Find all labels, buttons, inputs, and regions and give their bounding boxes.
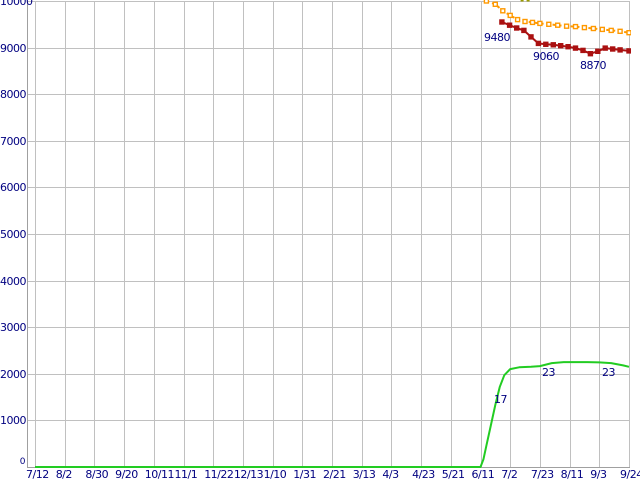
data-point-marker: [595, 48, 601, 54]
data-point-marker: [617, 28, 623, 34]
data-point-marker: [626, 48, 631, 54]
x-tick-label: 8/11: [560, 468, 584, 481]
x-tick-label: 1/10: [263, 468, 287, 481]
data-point-value-label: 9480: [484, 31, 511, 44]
data-point-marker: [500, 8, 506, 14]
x-tick-label: 2/21: [323, 468, 346, 481]
x-tick-label: 7/23: [530, 468, 554, 481]
x-tick-label: 6/11: [471, 468, 495, 481]
x-tick-label: 8/2: [55, 468, 73, 481]
data-point-marker: [529, 19, 536, 26]
data-point-marker: [499, 19, 505, 25]
x-tick-label: 3/13: [352, 468, 376, 481]
data-point-marker: [590, 25, 597, 32]
series-green-series: [35, 361, 630, 468]
y-tick-label: 7000: [0, 134, 27, 148]
y-tick-label: 4000: [0, 274, 27, 288]
data-point-marker: [550, 42, 556, 48]
data-point-marker: [608, 27, 614, 34]
data-point-marker: [514, 16, 521, 23]
y-tick-label: 2000: [0, 367, 27, 381]
y-tick-label: 9000: [0, 41, 27, 55]
data-point-marker: [507, 12, 513, 19]
x-tick-label: 4/3: [382, 468, 399, 481]
data-point-marker: [483, 0, 490, 4]
x-tick-label: 9/3: [590, 468, 607, 481]
data-point-marker: [535, 40, 542, 47]
data-point-value-label: 17: [494, 393, 508, 406]
data-point-marker: [580, 47, 586, 54]
data-point-marker: [546, 21, 552, 27]
data-point-marker: [617, 47, 623, 53]
grid-lines: [27, 1, 630, 468]
y-tick-label: 3000: [0, 321, 27, 335]
data-point-marker: [587, 51, 594, 57]
data-point-marker: [506, 22, 513, 28]
series-orange-series: [483, 0, 631, 36]
data-point-marker: [537, 20, 543, 27]
x-tick-label: 7/12: [26, 468, 49, 481]
data-point-marker: [581, 24, 588, 31]
data-point-value-label: 9060: [533, 50, 560, 63]
data-point-marker: [521, 27, 527, 34]
x-tick-label: 9/24: [620, 468, 640, 481]
data-point-marker: [610, 46, 616, 52]
data-point-marker: [543, 41, 549, 47]
data-point-marker: [572, 23, 579, 30]
data-point-marker: [492, 1, 498, 7]
data-point-marker: [522, 18, 528, 25]
data-point-marker: [565, 44, 571, 50]
y-tick-label: 6000: [0, 181, 27, 195]
data-series-layer: [35, 0, 631, 468]
y-tick-label: 0: [19, 457, 26, 467]
data-point-marker: [528, 34, 534, 40]
x-tick-label: 11/22: [204, 468, 234, 481]
y-tick-label: 10000: [0, 0, 33, 8]
x-tick-label: 5/21: [441, 468, 465, 481]
data-point-marker: [555, 22, 561, 28]
y-tick-label: 5000: [0, 228, 27, 241]
data-point-marker: [626, 30, 631, 36]
y-tick-label: 8000: [0, 88, 27, 102]
x-tick-label: 12/13: [233, 468, 264, 481]
data-point-marker: [563, 23, 570, 29]
data-point-marker: [558, 43, 564, 49]
series-line-green-series: [35, 361, 630, 468]
data-point-marker: [602, 45, 608, 51]
x-tick-label: 11/1: [174, 468, 198, 481]
x-tick-label: 7/2: [501, 468, 518, 481]
data-point-value-label: 8870: [580, 59, 607, 72]
x-tick-label: 9/20: [115, 468, 138, 481]
data-point-marker: [514, 25, 520, 31]
y-tick-label: 1000: [0, 414, 27, 428]
series-darkred-series: [499, 19, 631, 57]
x-tick-label: 10/11: [144, 468, 175, 481]
data-point-marker: [599, 26, 605, 33]
x-tick-label: 1/31: [293, 468, 316, 481]
data-point-value-label: 23: [542, 366, 556, 379]
x-tick-label: 8/30: [85, 468, 109, 481]
data-point-marker: [572, 45, 579, 51]
data-point-value-label: 23: [602, 366, 616, 379]
x-tick-label: 4/23: [412, 468, 435, 481]
